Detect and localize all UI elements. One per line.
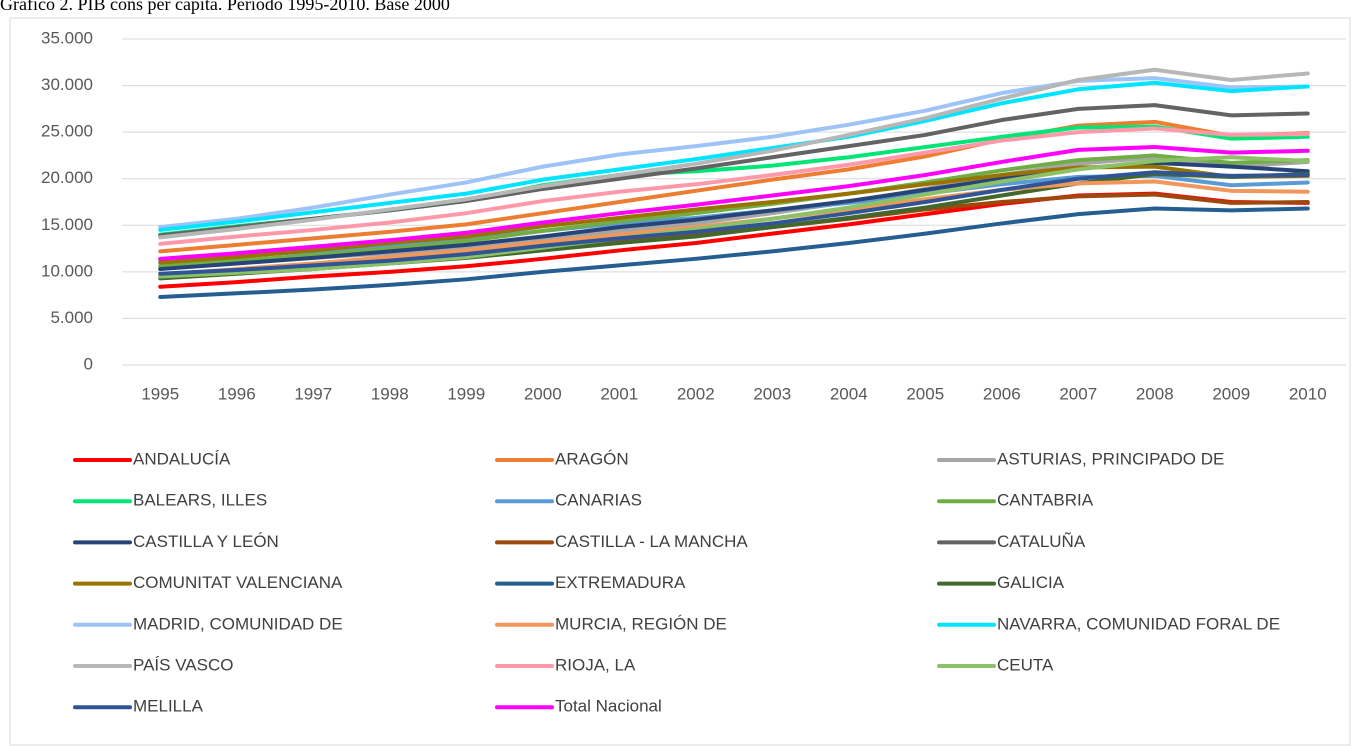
y-tick-label: 20.000 <box>41 168 93 187</box>
y-tick-label: 15.000 <box>41 215 93 234</box>
legend-label: CEUTA <box>997 655 1054 674</box>
legend-label: MELILLA <box>133 697 204 716</box>
x-tick-label: 2005 <box>906 384 944 403</box>
x-tick-label: 2002 <box>677 384 715 403</box>
legend-label: NAVARRA, COMUNIDAD FORAL DE <box>997 614 1280 633</box>
legend-label: RIOJA, LA <box>555 655 636 674</box>
series-line <box>158 67 1310 240</box>
legend-label: ANDALUCÍA <box>133 449 231 468</box>
x-tick-label: 2003 <box>753 384 791 403</box>
x-tick-label: 2004 <box>830 384 868 403</box>
x-tick-label: 2001 <box>600 384 638 403</box>
x-tick-label: 2007 <box>1059 384 1097 403</box>
x-tick-label: 2006 <box>983 384 1021 403</box>
legend-label: EXTREMADURA <box>555 573 686 592</box>
series-line <box>158 145 1310 261</box>
y-tick-label: 0 <box>84 354 93 373</box>
legend-label: GALICIA <box>997 573 1065 592</box>
legend-label: ARAGÓN <box>555 449 629 468</box>
y-tick-label: 35.000 <box>41 28 93 47</box>
series-line <box>158 126 1310 246</box>
x-tick-label: 1999 <box>447 384 485 403</box>
series-line <box>158 76 1310 230</box>
legend-label: BALEARS, ILLES <box>133 491 267 510</box>
legend-label: CASTILLA - LA MANCHA <box>555 532 748 551</box>
legend-label: CANTABRIA <box>997 491 1094 510</box>
legend-label: PAÍS VASCO <box>133 655 233 674</box>
legend-label: Total Nacional <box>555 697 662 716</box>
series-line <box>158 206 1310 300</box>
y-tick-label: 5.000 <box>50 308 93 327</box>
series-line <box>158 153 1310 269</box>
series-line <box>158 170 1310 276</box>
x-tick-label: 1998 <box>371 384 409 403</box>
legend-label: ASTURIAS, PRINCIPADO DE <box>997 449 1224 468</box>
y-tick-label: 10.000 <box>41 261 93 280</box>
x-tick-label: 1995 <box>141 384 179 403</box>
x-tick-label: 2008 <box>1136 384 1174 403</box>
series-line <box>158 80 1310 232</box>
x-tick-label: 2000 <box>524 384 562 403</box>
chart-frame <box>9 17 1351 746</box>
legend-label: COMUNITAT VALENCIANA <box>133 573 343 592</box>
legend-label: CANARIAS <box>555 491 642 510</box>
x-tick-label: 2009 <box>1212 384 1250 403</box>
legend-label: MADRID, COMUNIDAD DE <box>133 614 343 633</box>
legend-label: CASTILLA Y LEÓN <box>133 532 279 551</box>
chart-title: Gráfico 2. PIB cons per cápita. Periodo … <box>0 0 450 14</box>
x-tick-label: 2010 <box>1289 384 1327 403</box>
x-tick-label: 1997 <box>294 384 332 403</box>
x-tick-label: 1996 <box>218 384 256 403</box>
series-line <box>158 155 1310 279</box>
series-line <box>158 119 1310 254</box>
y-tick-label: 30.000 <box>41 75 93 94</box>
legend-label: MURCIA, REGIÓN DE <box>555 614 727 633</box>
y-tick-label: 25.000 <box>41 122 93 141</box>
legend-label: CATALUÑA <box>997 532 1086 551</box>
